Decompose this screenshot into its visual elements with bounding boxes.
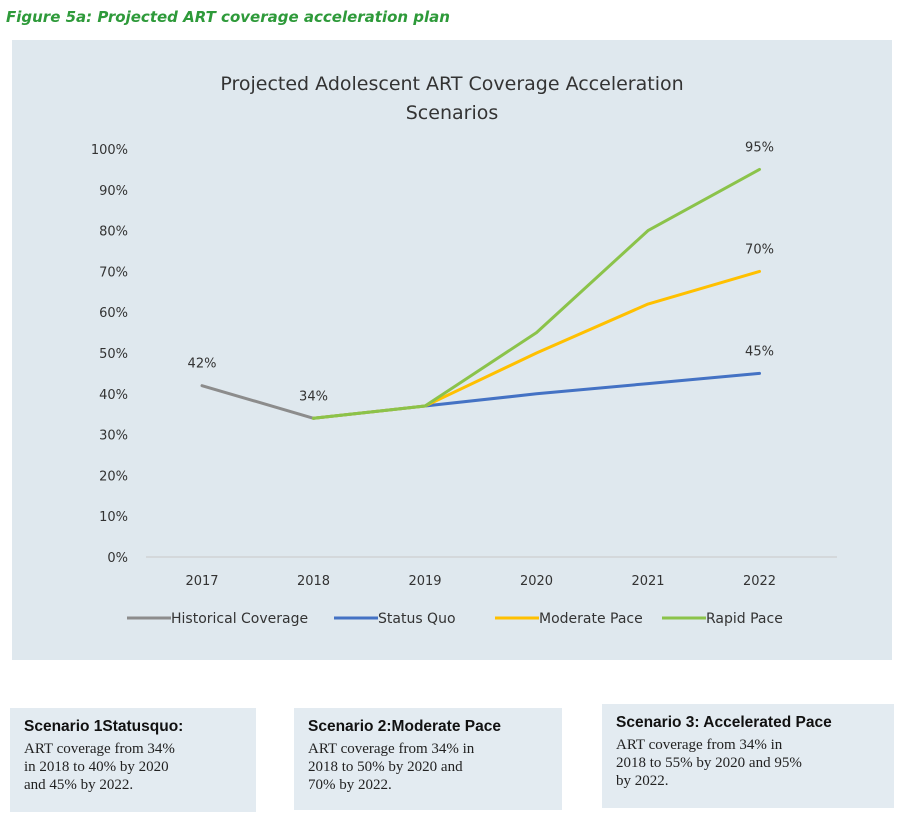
chart-panel: Projected Adolescent ART Coverage Accele… bbox=[12, 40, 892, 660]
y-tick-label: 70% bbox=[99, 265, 128, 280]
x-tick-label: 2020 bbox=[520, 574, 553, 589]
chart-title-line-2: Scenarios bbox=[405, 102, 499, 124]
y-tick-label: 40% bbox=[99, 388, 128, 403]
x-tick-label: 2022 bbox=[743, 574, 776, 589]
data-label: 95% bbox=[745, 140, 774, 155]
scenario-box-1: Scenario 1Statusquo: ART coverage from 3… bbox=[10, 708, 256, 812]
y-tick-label: 20% bbox=[99, 469, 128, 484]
y-tick-label: 10% bbox=[99, 510, 128, 525]
scenario-2-body: ART coverage from 34% in 2018 to 50% by … bbox=[308, 741, 475, 793]
line-chart: 0% 10% 20% 30% 40% 50% 60% 70% 80% 90% 100% 2017 201… bbox=[91, 140, 837, 627]
scenario-box-2: Scenario 2:Moderate Pace ART coverage fr… bbox=[294, 708, 562, 810]
y-tick-label: 90% bbox=[99, 184, 128, 199]
data-label: 34% bbox=[299, 389, 328, 404]
figure-caption: Figure 5a: Projected ART coverage accele… bbox=[6, 8, 450, 26]
y-tick-label: 50% bbox=[99, 347, 128, 362]
x-tick-label: 2017 bbox=[185, 574, 218, 589]
y-tick-label: 80% bbox=[99, 225, 128, 240]
data-label: 70% bbox=[745, 242, 774, 257]
data-label: 45% bbox=[745, 344, 774, 359]
legend-label: Historical Coverage bbox=[171, 611, 308, 627]
y-tick-label: 60% bbox=[99, 306, 128, 321]
legend-label: Status Quo bbox=[378, 611, 456, 627]
series-line-moderate-pace bbox=[312, 269, 761, 420]
scenario-box-3: Scenario 3: Accelerated Pace ART coverag… bbox=[602, 704, 894, 808]
legend-label: Moderate Pace bbox=[539, 611, 643, 627]
y-tick-label: 100% bbox=[91, 143, 128, 158]
x-tick-label: 2018 bbox=[297, 574, 330, 589]
scenario-3-body: ART coverage from 34% in 2018 to 55% by … bbox=[616, 737, 802, 789]
chart-title: Projected Adolescent ART Coverage Accele… bbox=[12, 70, 892, 128]
y-tick-label: 0% bbox=[107, 551, 128, 566]
data-label: 42% bbox=[188, 357, 217, 372]
legend-label: Rapid Pace bbox=[706, 611, 783, 627]
scenario-2-title: Scenario 2:Moderate Pace bbox=[308, 718, 501, 735]
x-tick-label: 2021 bbox=[631, 574, 664, 589]
chart-title-line-1: Projected Adolescent ART Coverage Accele… bbox=[220, 73, 684, 95]
scenario-1-title: Scenario 1Statusquo: bbox=[24, 718, 184, 735]
series-line-historical-coverage bbox=[200, 384, 315, 420]
scenario-1-body: ART coverage from 34% in 2018 to 40% by … bbox=[24, 741, 175, 793]
scenario-3-title: Scenario 3: Accelerated Pace bbox=[616, 714, 832, 731]
y-tick-label: 30% bbox=[99, 429, 128, 444]
series-line-rapid-pace bbox=[312, 167, 761, 420]
x-tick-label: 2019 bbox=[408, 574, 441, 589]
